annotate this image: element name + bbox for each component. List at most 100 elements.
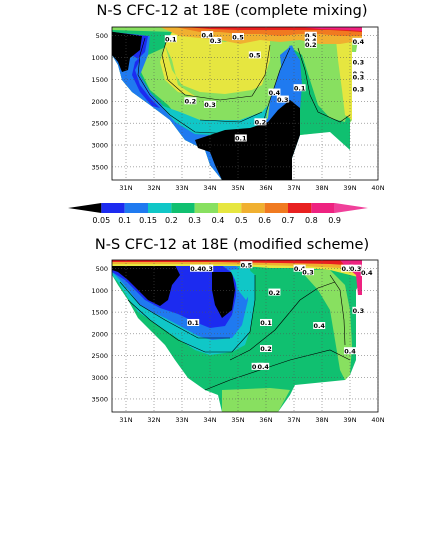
colorbar-label: 0.5 [235,216,248,225]
y-tick-label: 3500 [91,163,108,171]
svg-text:0.5: 0.5 [305,32,317,40]
svg-text:0.2: 0.2 [305,41,317,49]
svg-text:0.1: 0.1 [235,135,247,143]
x-tick-label: 31N [119,184,132,192]
svg-text:0.5: 0.5 [249,52,261,60]
colorbar-swatch [264,203,288,213]
colorbar-swatch [171,203,195,213]
panel1-x-ticks: 31N 32N 33N 34N 35N 36N 37N 38N 39N 40N [119,184,384,192]
contour-label: 0.3 [276,95,289,104]
svg-text:0.4: 0.4 [190,265,202,273]
svg-text:0.1: 0.1 [187,319,199,327]
contour-label: 0.4 [293,264,306,273]
svg-text:0.3: 0.3 [204,101,216,109]
contour-label: 0.3 [209,36,222,45]
panel2-lightgreen-bottom [222,388,290,412]
contour-label: 0.5 [248,51,261,60]
colorbar-swatch [194,203,218,213]
contour-label: 0.5 [232,33,244,41]
contour-label: 0.3 [349,264,362,273]
y-tick-label: 1000 [91,287,108,295]
y-tick-label: 500 [96,32,108,40]
svg-text:0.1: 0.1 [260,319,272,327]
contour-label: 0.2 [268,288,281,297]
contour-label: 0.3 [352,73,365,81]
contour-label: 0.5 [240,261,253,269]
svg-text:0.5: 0.5 [241,261,253,269]
contour-label: 0.4 [201,31,213,39]
colorbar-label: 0.05 [92,216,110,225]
svg-text:0.4: 0.4 [201,31,213,39]
svg-text:0.4: 0.4 [269,89,281,97]
panel1-y-ticks: 500 1000 1500 2000 2500 3000 3500 [91,32,108,171]
colorbar-swatch [334,203,368,213]
svg-text:0.3: 0.3 [302,268,314,276]
svg-text:0.4: 0.4 [313,322,325,330]
panel2-contours [119,274,351,391]
contour-label: 0.1 [293,84,306,92]
y-tick-label: 2000 [91,330,108,338]
panel1-frame [111,26,379,181]
colorbar-swatch [311,203,335,213]
svg-text:0.3: 0.3 [201,265,213,273]
contour-label: 0.3 [352,306,365,315]
contour-label: 0.4 [190,264,202,273]
x-tick-label: 36N [259,184,272,192]
colorbar-label: 0.8 [305,216,318,225]
panel1-right-yellow [336,40,352,120]
x-tick-label: 40N [371,416,384,424]
x-tick-label: 37N [287,416,300,424]
colorbar-label: 0.3 [188,216,201,225]
contour-label: 0.2 [260,345,272,353]
panel2-contour-labels: 0.4 0.3 0.5 0.40.3 0.50.30.40.20.30.1 0.1 0.40… [187,261,373,371]
x-tick-label: 40N [371,184,384,192]
svg-text:0.5: 0.5 [232,33,244,41]
panel-modified-scheme: N-S CFC-12 at 18E (modified scheme) [91,237,384,424]
svg-text:0.2: 0.2 [260,345,272,353]
contour-label: 0.4 [344,347,356,355]
contour-label: 0.1 [187,318,199,327]
svg-text:0.3: 0.3 [353,73,365,81]
colorbar-swatch [218,203,242,213]
x-tick-label: 38N [315,416,328,424]
y-tick-label: 2000 [91,98,108,106]
panel2-black-right [212,272,235,318]
panel2-grid [112,260,379,412]
colorbar-label: 0.4 [212,216,225,225]
contour-label: 0.5 [304,31,317,40]
svg-text:0.3: 0.3 [350,265,362,273]
colorbar-swatch [68,203,102,213]
x-tick-label: 33N [175,184,188,192]
colorbar-label: 0.6 [258,216,271,225]
panel1-right-green [310,58,345,120]
y-tick-label: 2500 [91,352,108,360]
contour-label: 0.1 [260,318,272,327]
colorbar: 0.05 0.1 0.15 0.2 0.3 0.4 0.5 0.6 0.7 0.8 0.9 [68,203,368,225]
panel1-black-bottom [195,100,300,180]
panel1-band-yellow [160,32,270,100]
contour-label: 0.2 [184,97,197,106]
panel2-lightgreen [300,270,352,380]
x-tick-label: 38N [315,184,328,192]
x-tick-label: 32N [147,184,160,192]
x-tick-label: 34N [203,416,216,424]
panel1-black-left [112,32,142,72]
contour-label: 0.5 [341,264,353,273]
contour-label: 0.3 [352,58,365,67]
y-tick-label: 3500 [91,395,108,403]
panel2-black [112,264,180,306]
svg-text:0.4: 0.4 [353,38,365,46]
x-tick-label: 39N [343,184,356,192]
y-tick-label: 1500 [91,76,108,84]
svg-text:0.3: 0.3 [353,86,365,94]
colorbar-swatch [148,203,172,213]
colorbar-swatch [288,203,312,213]
colorbar-swatch [124,203,148,213]
svg-text:0.3: 0.3 [210,37,222,45]
y-tick-label: 1500 [91,309,108,317]
y-tick-label: 500 [96,265,108,273]
contour-label: 0.4 [313,322,325,330]
panel2-cyan-patch [230,268,252,300]
contour-label: 0.4 [257,362,269,371]
